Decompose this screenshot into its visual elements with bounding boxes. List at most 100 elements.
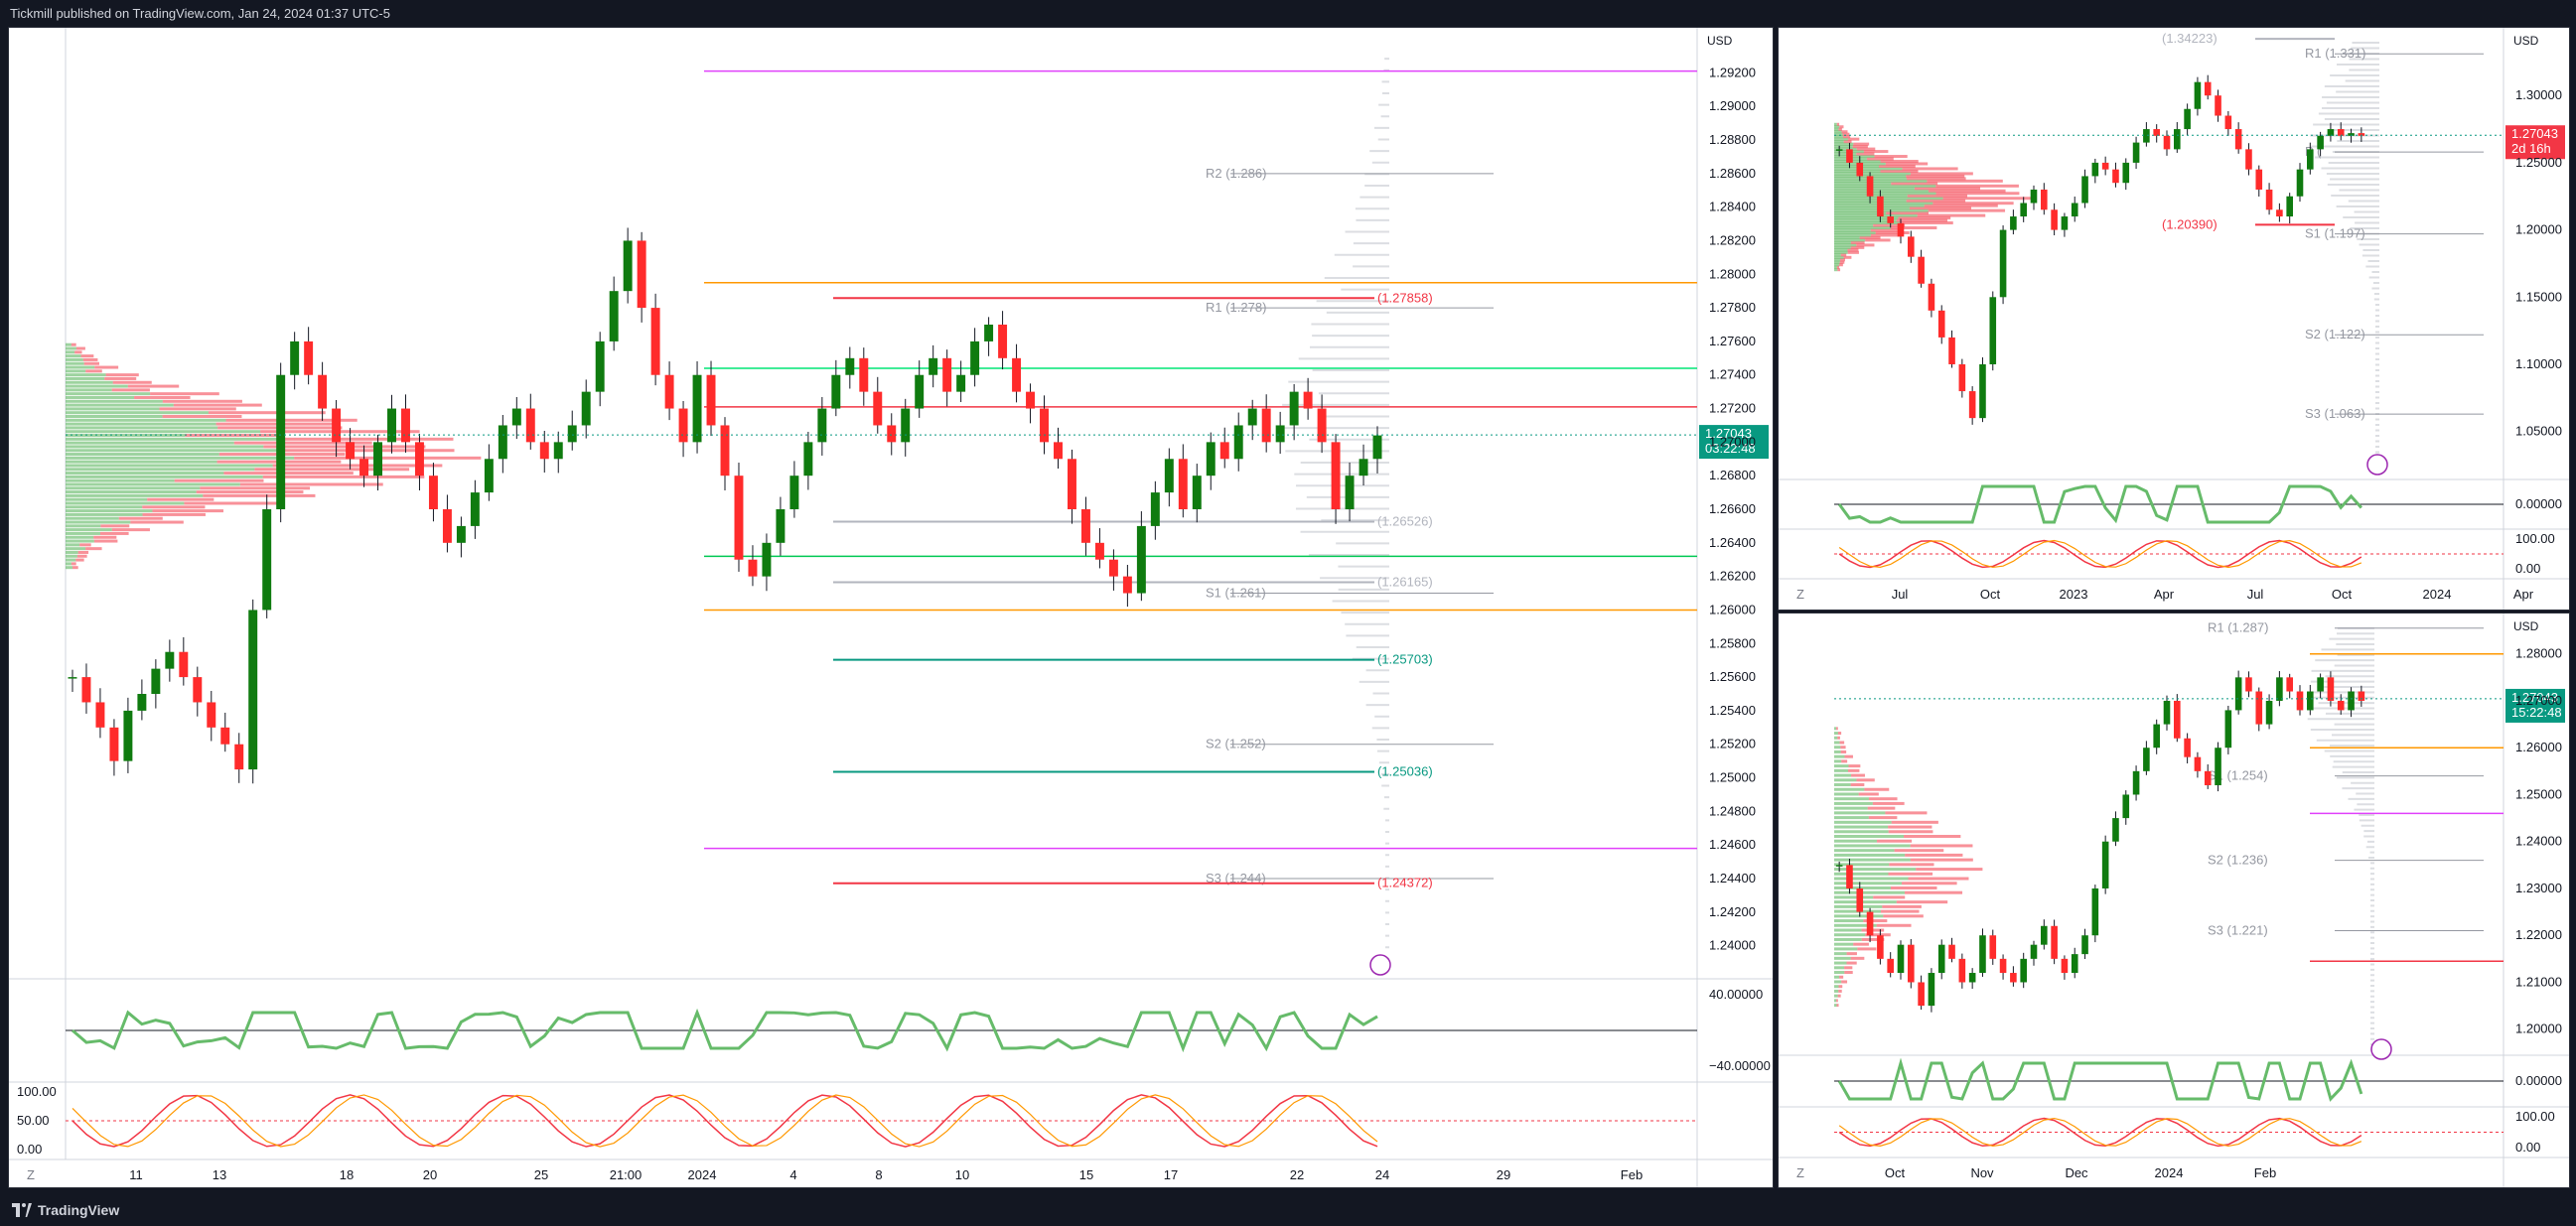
volume-profile-bar [1300,462,1389,464]
volume-profile-bar [1385,831,1389,833]
candle-body [2132,142,2140,163]
tradingview-logo[interactable]: TradingView [12,1202,119,1218]
profile-bar-up [66,566,72,570]
profile-bar-up [1834,792,1859,796]
profile-bar-up [66,486,201,490]
auto-scale-icon[interactable]: Z [27,1167,35,1182]
main-chart-panel[interactable]: R2 (1.286) R1 (1.278) S1 (1.261) S2 (1.252)… [8,27,1774,1188]
profile-bar-up [66,395,135,399]
profile-bar-down [1864,787,1890,791]
volume-profile-bar [1312,335,1389,338]
profile-bar-up [66,361,84,365]
profile-bar-up [66,558,76,562]
level-label: (1.26165) [1377,575,1433,590]
profile-bar-up [66,403,174,407]
profile-bar-down [72,566,78,570]
alert-bolt-icon[interactable] [2370,1038,2392,1060]
pivot-label: S1 (1.254) [2208,768,2268,783]
volume-profile-bar [2330,754,2374,757]
profile-bar-down [1847,768,1860,772]
candle-body [2020,203,2027,217]
price-tick: 1.27000 [2515,693,2562,708]
profile-bar-down [1840,258,1845,262]
volume-profile-bar [2365,846,2374,849]
candle-body [2337,700,2345,711]
volume-profile-bar [1345,622,1389,625]
profile-bar-down [1846,952,1857,956]
volume-profile-bar [2370,873,2374,876]
profile-bar-down [1896,218,1948,222]
candle-body [1887,216,1894,223]
candle-body [2010,216,2017,230]
alert-bolt-icon[interactable] [2366,454,2388,476]
volume-profile-bar [2370,947,2374,950]
profile-bar-down [134,395,191,399]
session-volume-profile [66,342,482,570]
profile-bar-up [66,547,86,551]
profile-bar-up [66,418,226,422]
volume-profile-bar [2361,824,2374,827]
volume-profile-bar [2370,920,2374,923]
volume-profile-bar [2331,195,2379,197]
volume-profile-bar [2375,451,2379,454]
profile-bar-up [1834,975,1840,979]
time-tick: 11 [129,1167,143,1182]
profile-bar-up [1834,258,1841,262]
weekly-chart-svg[interactable]: R1 (1.331)P (S1 (1.197)S2 (1.122)S3 (1.0… [1779,28,2569,610]
candle-body [637,240,646,309]
volume-profile-bar [2315,659,2374,662]
profile-bar-down [1865,238,1891,242]
session-volume-profile [1834,122,2033,272]
volume-profile-bar [2370,995,2374,998]
profile-bar-up [1834,211,1887,215]
price-tick: 1.29000 [1709,98,1756,113]
volume-profile-bar [2375,424,2379,426]
profile-bar-down [254,468,410,472]
candle-body [720,425,730,477]
alert-bolt-icon[interactable] [1369,954,1391,976]
time-tick: 18 [340,1167,354,1182]
profile-bar-down [1837,732,1842,736]
profile-bar-up [66,346,76,350]
volume-profile-bar [2370,985,2374,987]
profile-bar-down [94,365,119,369]
auto-scale-icon[interactable]: Z [1796,587,1804,602]
profile-bar-down [223,472,354,476]
profile-bar-up [66,539,94,543]
profile-bar-down [1876,923,1912,927]
main-chart-svg[interactable]: R2 (1.286) R1 (1.278) S1 (1.261) S2 (1.252)… [9,28,1773,1187]
profile-bar-up [1834,741,1840,745]
profile-bar-down [142,512,206,516]
candle-body [2348,133,2355,136]
volume-profile-bar [2370,1027,2374,1029]
candle-body [2132,770,2140,795]
volume-profile-bar [2370,968,2374,971]
price-tick: 1.28000 [2515,646,2562,661]
price-tick: 1.24800 [1709,803,1756,818]
profile-bar-up [1834,919,1864,923]
daily-chart-panel[interactable]: R1 (1.287) S1 (1.254) S2 (1.236) S3 (1.221)… [1778,613,2570,1188]
candle-body [137,694,147,711]
profile-bar-down [150,392,219,396]
candle-body [817,408,827,443]
profile-bar-up [1834,140,1844,144]
profile-bar-up [1834,835,1905,838]
volume-profile-bar [1336,542,1389,545]
volume-profile-bar [1309,345,1389,348]
profile-bar-down [1880,169,1919,173]
profile-bar-up [66,501,185,505]
stoch-k-line [1838,1117,2362,1148]
weekly-chart-panel[interactable]: R1 (1.331)P (S1 (1.197)S2 (1.122)S3 (1.0… [1778,27,2570,611]
candle-body [2286,677,2293,692]
profile-bar-up [1834,179,1928,183]
candle-body [2265,189,2273,210]
daily-chart-svg[interactable]: R1 (1.287) S1 (1.254) S2 (1.236) S3 (1.221)… [1779,613,2569,1187]
volume-profile-bar [2330,74,2379,76]
volume-profile-bar [1385,911,1389,914]
candle-body [1937,310,1945,338]
volume-profile-bar [2363,835,2374,838]
volume-profile-bar [1312,369,1389,371]
volume-profile-bar [1385,946,1389,949]
auto-scale-icon[interactable]: Z [1796,1165,1804,1180]
profile-bar-up [66,384,128,388]
